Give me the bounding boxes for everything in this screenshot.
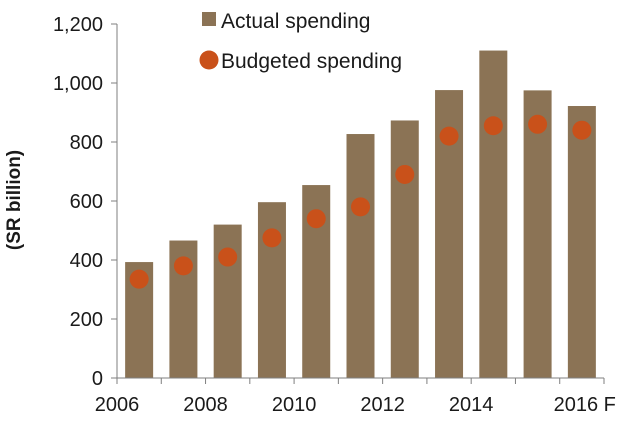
x-tick-label: 2006: [95, 394, 140, 416]
y-tick-label: 600: [70, 191, 103, 213]
bar-2016-f: [567, 106, 596, 378]
dot-series: [129, 114, 592, 289]
x-tick-label: 2010: [272, 394, 317, 416]
budget-dot-2015: [528, 114, 548, 134]
budget-dot-2016-f: [572, 120, 592, 140]
budget-dot-2012: [395, 164, 415, 184]
budget-dot-2013: [439, 126, 459, 146]
x-tick-label: 2012: [360, 394, 405, 416]
axes: [116, 24, 604, 379]
y-tick-label: 1,000: [53, 73, 103, 95]
budget-dot-2006: [129, 269, 149, 289]
y-tick-label: 400: [70, 250, 103, 272]
legend-budgeted-label: Budgeted spending: [221, 50, 402, 73]
legend: Actual spending Budgeted spending: [199, 10, 402, 73]
bar-2014: [479, 50, 508, 379]
y-tick-label: 1,200: [53, 14, 103, 36]
x-tick-label: 2014: [449, 394, 494, 416]
x-tick-label: 2008: [183, 394, 228, 416]
y-axis-ticks: 0 200 400 600 800 1,000 1,200: [53, 14, 117, 390]
bar-2011: [346, 134, 375, 378]
y-tick-label: 200: [70, 309, 103, 331]
budget-dot-2010: [306, 209, 326, 229]
budget-dot-2007: [173, 256, 193, 276]
legend-bar-swatch: [202, 12, 216, 26]
legend-actual-label: Actual spending: [221, 10, 370, 33]
budget-dot-2009: [262, 228, 282, 248]
x-tick-label: 2016 F: [554, 394, 616, 416]
y-tick-label: 800: [70, 132, 103, 154]
legend-dot-swatch: [199, 50, 219, 70]
budget-dot-2008: [218, 247, 238, 267]
budget-dot-2011: [351, 197, 370, 217]
y-tick-label: 0: [92, 368, 103, 390]
x-axis-ticks: 2006 2008 2010 2012 2014 2016 F: [95, 378, 616, 416]
y-axis-label: (SR billion): [4, 150, 25, 250]
bar-2015: [523, 90, 552, 378]
budget-dot-2014: [483, 116, 503, 136]
bar-2012: [390, 120, 419, 378]
